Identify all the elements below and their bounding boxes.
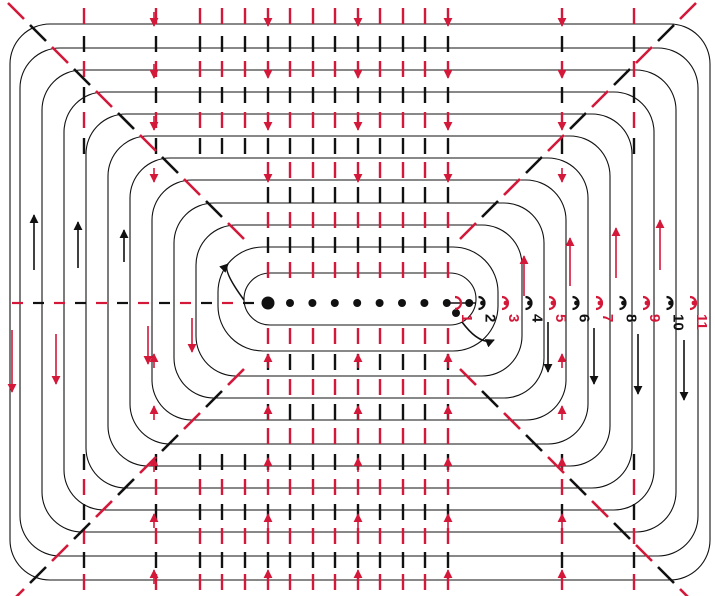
round-start-dot [691,300,697,306]
stitch-marks [7,2,698,596]
corner-stitch-mark [679,2,697,20]
corner-stitch-mark [117,112,135,130]
corner-stitch-mark [205,390,223,408]
center-strip [12,296,476,317]
chain-stitch [420,299,429,307]
corner-stitch-mark [569,112,587,130]
slip-knot [261,296,275,310]
corner-stitch-mark [459,368,477,386]
corner-stitch-mark [635,46,653,64]
corner-stitch-mark [547,134,565,152]
corner-stitch-mark [613,68,631,86]
corner-stitch-mark [569,478,587,496]
corner-stitch-mark [73,522,91,540]
corner-stitch-mark [227,222,245,240]
corner-stitch-mark [117,478,135,496]
corner-stitch-mark [29,24,47,42]
corner-stitch-mark [503,178,521,196]
round-number-label: 1 [458,314,475,322]
round-number-label: 10 [670,314,687,331]
round-start-dot [597,300,603,306]
corner-stitch-mark [183,412,201,430]
corner-stitch-mark [15,588,25,596]
chain-stitch [375,299,384,307]
corner-stitch-mark [591,500,609,518]
corner-stitch-mark [613,522,631,540]
corner-stitch-mark [459,222,477,240]
round-number-label: 6 [576,314,593,322]
corner-stitch-mark [481,200,499,218]
corner-stitch-mark [161,156,179,174]
corner-stitch-mark [525,156,543,174]
round-start-dot [550,300,556,306]
chain-stitch [308,299,317,307]
round-start-dot [527,300,532,306]
corner-stitch-mark [227,368,245,386]
round-outline [243,272,477,326]
round-number-label: 8 [623,314,640,322]
corner-stitch-mark [503,412,521,430]
chain-stitch [398,299,406,307]
chain-stitch [330,299,339,307]
corner-stitch-mark [525,434,543,452]
corner-stitch-mark [51,46,69,64]
round-start-dot [621,300,626,306]
join-stitch [452,309,460,317]
round-number-label: 2 [482,314,499,322]
round-start-dot [503,300,509,306]
corner-stitch-mark [139,134,157,152]
round-number-label: 5 [552,314,569,322]
corner-stitch-mark [657,24,675,42]
round-start-dot [644,300,650,306]
round-start-dot [668,300,673,306]
round-start-dot [574,300,579,306]
corner-stitch-mark [73,68,91,86]
corner-stitch-mark [7,2,25,20]
corner-stitch-mark [161,434,179,452]
corner-stitch-mark [657,566,675,584]
round-start-dot [480,300,485,306]
corner-stitch-mark [95,500,113,518]
corner-stitch-mark [183,178,201,196]
chain-stitch [353,299,362,307]
curved-arrow [219,263,245,301]
direction-arrows [7,12,689,584]
curved-arrow [461,321,495,348]
corner-stitch-mark [481,390,499,408]
corner-stitch-mark [591,90,609,108]
round-labels: 1 2 3 4 5 6 7 8 9 10 11 [458,314,710,331]
round-number-label: 3 [505,314,522,322]
round-number-label: 11 [693,314,710,330]
corner-stitch-mark [205,200,223,218]
chain-stitch [286,299,294,307]
corner-stitch-mark [679,588,689,596]
round-number-label: 9 [646,314,663,322]
corner-stitch-mark [29,566,47,584]
corner-stitch-mark [51,544,69,562]
round-number-label: 4 [529,314,546,323]
round-number-label: 7 [599,314,616,322]
round-start-marker [454,295,463,311]
corner-stitch-mark [635,544,653,562]
corner-stitch-mark [95,90,113,108]
